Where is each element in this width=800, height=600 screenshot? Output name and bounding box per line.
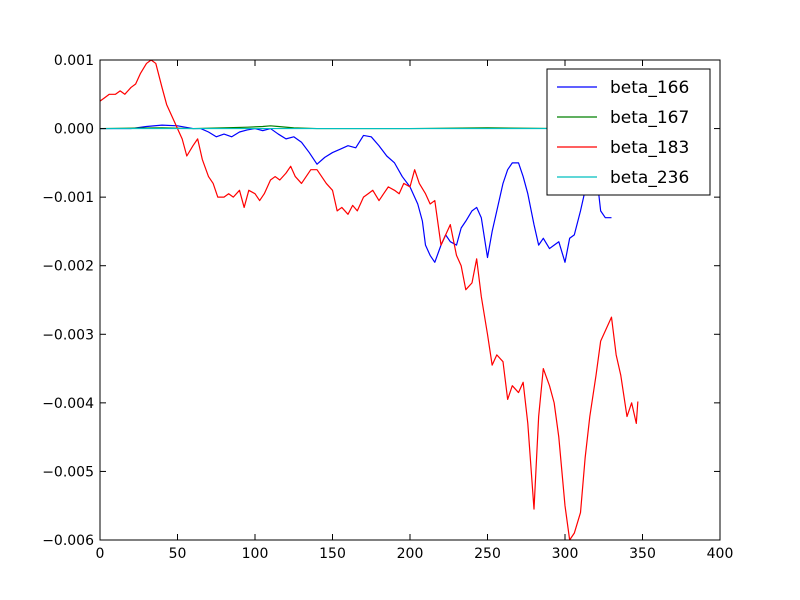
series-line-beta-183 — [100, 60, 639, 540]
x-tick-label: 300 — [552, 546, 579, 562]
x-tick-label: 0 — [96, 546, 105, 562]
legend-box — [546, 68, 711, 196]
legend: beta_166 beta_167 beta_183 beta_236 — [546, 68, 711, 196]
x-tick-label: 250 — [474, 546, 501, 562]
series-layer — [100, 60, 639, 540]
y-tick-label: −0.002 — [42, 259, 94, 275]
series-line-beta-166 — [100, 124, 612, 263]
legend-label-beta-166: beta_166 — [610, 78, 689, 98]
legend-label-beta-183: beta_183 — [610, 138, 689, 158]
y-tick-label: −0.004 — [42, 396, 94, 412]
y-tick-label: −0.003 — [42, 327, 94, 343]
x-tick-label: 350 — [629, 546, 656, 562]
x-tick-label: 400 — [707, 546, 734, 562]
y-tick-label: 0.000 — [54, 122, 94, 138]
y-tick-label: 0.001 — [54, 53, 94, 69]
x-tick-label: 50 — [169, 546, 187, 562]
x-tick-label: 200 — [397, 546, 424, 562]
y-tick-label: −0.001 — [42, 190, 94, 206]
legend-label-beta-236: beta_236 — [610, 168, 689, 188]
ticks-layer: 0 50 100 150 200 250 300 350 400 0.001 0.000 −0.001… — [42, 53, 733, 562]
y-tick-label: −0.005 — [42, 464, 94, 480]
x-tick-label: 150 — [319, 546, 346, 562]
y-tick-label: −0.006 — [42, 533, 94, 549]
legend-label-beta-167: beta_167 — [610, 108, 689, 128]
x-tick-label: 100 — [242, 546, 269, 562]
